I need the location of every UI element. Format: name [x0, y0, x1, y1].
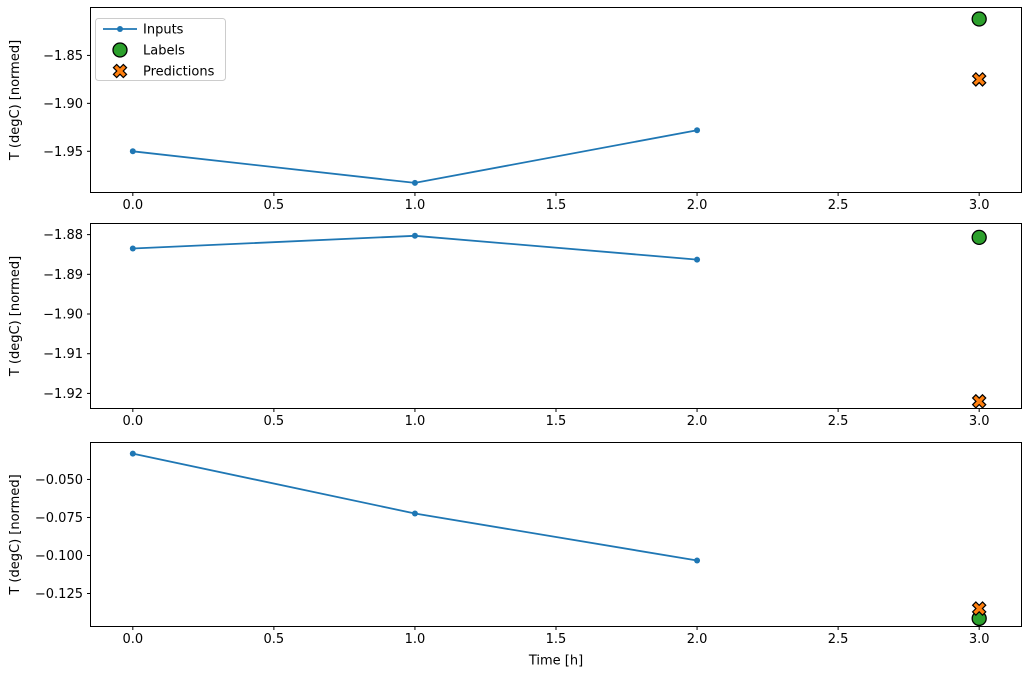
- y-axis-label: T (degC) [normed]: [8, 40, 23, 161]
- x-tick-label: 3.0: [969, 632, 990, 647]
- y-tick-label: −1.92: [43, 387, 83, 402]
- x-tick-label: 1.5: [546, 632, 567, 647]
- x-tick-label: 2.5: [828, 632, 849, 647]
- inputs-marker: [694, 127, 701, 134]
- line-dot-icon: [117, 26, 123, 32]
- x-tick-label: 2.0: [687, 198, 708, 213]
- legend: Inputs Labels Predictions: [95, 18, 226, 81]
- x-tick-label: 2.5: [828, 414, 849, 429]
- labels-marker: [971, 229, 987, 246]
- x-tick-label: 1.5: [546, 414, 567, 429]
- legend-item-label: Predictions: [143, 65, 215, 80]
- x-tick-label: 1.0: [405, 198, 426, 213]
- y-tick-label: −0.100: [35, 549, 83, 564]
- x-tick-label: 3.0: [969, 198, 990, 213]
- x-tick-label: 0.5: [264, 414, 285, 429]
- inputs-marker: [129, 148, 136, 155]
- x-tick-label: 0.0: [122, 632, 143, 647]
- y-tick-label: −0.075: [35, 511, 83, 526]
- y-tick-label: −0.050: [35, 473, 83, 488]
- inputs-marker: [694, 256, 701, 263]
- x-cross-icon: [112, 63, 128, 79]
- y-axis-label: T (degC) [normed]: [8, 474, 23, 595]
- predictions-marker: [971, 71, 987, 87]
- subplot-2: 0.0 0.5 1.0 1.5 2.0 2.5 3.0 −1.88 −1.89 −1.90 −1.9…: [8, 223, 1022, 429]
- x-tick-label: 1.0: [405, 414, 426, 429]
- labels-marker: [971, 11, 987, 27]
- y-tick-label: −1.90: [43, 308, 83, 323]
- y-axis-label: T (degC) [normed]: [8, 256, 23, 377]
- x-tick-label: 2.0: [687, 414, 708, 429]
- predictions-marker: [971, 393, 987, 409]
- predictions-marker: [971, 601, 987, 616]
- inputs-marker: [411, 232, 418, 239]
- x-axis-label: Time [h]: [528, 654, 583, 669]
- y-tick-label: −1.85: [43, 49, 83, 64]
- axes-frame: [90, 7, 1022, 193]
- subplot-1: 0.0 0.5 1.0 1.5 2.0 2.5 3.0 −1.85 −1.90 −1.95 T (d…: [8, 7, 1022, 213]
- x-tick-label: 3.0: [969, 414, 990, 429]
- y-tick-label: −0.125: [35, 587, 83, 602]
- inputs-marker: [694, 557, 701, 564]
- axes-frame: [90, 442, 1022, 627]
- x-tick-label: 2.5: [828, 198, 849, 213]
- y-tick-label: −1.88: [43, 228, 83, 243]
- inputs-marker: [129, 245, 136, 252]
- inputs-marker: [411, 179, 418, 186]
- legend-item-label: Labels: [143, 44, 185, 59]
- x-tick-label: 0.5: [264, 632, 285, 647]
- x-tick-label: 0.0: [122, 198, 143, 213]
- subplot-3: 0.0 0.5 1.0 1.5 2.0 2.5 3.0 −0.050 −0.075 −0.100 −…: [8, 442, 1022, 669]
- inputs-marker: [411, 510, 418, 517]
- y-tick-label: −1.89: [43, 268, 83, 283]
- y-tick-label: −1.91: [43, 347, 83, 362]
- x-tick-label: 2.0: [687, 632, 708, 647]
- y-tick-label: −1.90: [43, 97, 83, 112]
- axes-frame: [90, 223, 1022, 409]
- x-tick-label: 0.0: [122, 414, 143, 429]
- inputs-marker: [129, 450, 136, 457]
- circle-icon: [112, 42, 128, 58]
- legend-item-label: Inputs: [143, 23, 184, 38]
- x-tick-label: 1.0: [405, 632, 426, 647]
- x-tick-label: 0.5: [264, 198, 285, 213]
- legend-frame: [95, 18, 226, 81]
- y-tick-label: −1.95: [43, 145, 83, 160]
- x-tick-label: 1.5: [546, 198, 567, 213]
